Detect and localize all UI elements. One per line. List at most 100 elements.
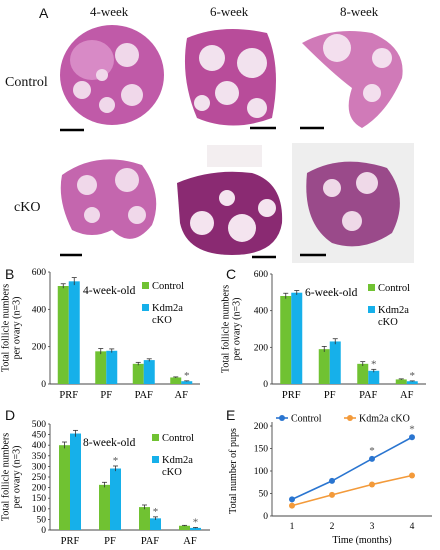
panel-d-label: D	[5, 407, 16, 423]
legend-label-cko-line2: cKO	[152, 315, 172, 326]
y-tick-label: 600	[254, 270, 269, 280]
x-tick-label: AF	[183, 536, 197, 547]
histology-control-8-week	[300, 30, 403, 130]
x-tick-label: PAF	[359, 390, 377, 401]
histology-cko-8-week	[292, 143, 414, 263]
y-tick-label: 300	[32, 462, 47, 472]
legend-label-cko-line2: cKO	[162, 467, 182, 478]
legend-marker-cko	[347, 415, 353, 421]
bar-control	[99, 484, 110, 530]
y-axis-label: Total follicle numbers	[1, 284, 12, 372]
bar-control	[179, 525, 190, 530]
x-tick-label: AF	[400, 390, 414, 401]
histology-control-6-week	[184, 29, 276, 130]
y-tick-label: 200	[32, 484, 47, 494]
bar-control	[357, 363, 369, 384]
series-line-cko	[291, 474, 413, 507]
x-tick-label: PAF	[141, 536, 159, 547]
bar-cko	[329, 341, 341, 384]
y-tick-label: 0	[263, 380, 268, 390]
y-tick-label: 350	[32, 452, 47, 462]
legend-swatch-control	[142, 282, 149, 289]
legend-label-cko: Kdm2a	[378, 305, 409, 316]
y-tick-label: 600	[32, 268, 47, 278]
chart-c: 0 200 400 600 Total follicle numbers per ovar…	[221, 270, 426, 401]
y-tick-label: 50	[259, 490, 269, 500]
row-label-cko: cKO	[14, 200, 41, 215]
chart-title: 8-week-old	[83, 437, 136, 449]
significance-star: *	[371, 358, 377, 370]
y-tick-label: 400	[32, 441, 47, 451]
bar-control	[280, 296, 292, 384]
bar-control	[170, 377, 182, 384]
legend-swatch-cko	[142, 304, 149, 311]
legend-swatch-cko	[152, 456, 159, 463]
x-tick-label: PRF	[59, 390, 78, 401]
data-point-cko	[369, 481, 375, 488]
bar-cko	[181, 381, 193, 384]
histology-cko-4-week	[60, 159, 157, 257]
y-axis-label: per ovary (n=3)	[12, 297, 23, 360]
bar-control	[95, 351, 107, 384]
x-tick-label: PF	[100, 390, 112, 401]
bar-cko	[106, 350, 118, 384]
panel-c-label: C	[226, 266, 237, 282]
y-tick-label: 500	[32, 420, 47, 430]
y-axis-label: Total number of pups	[228, 428, 239, 514]
y-tick-label: 0	[41, 380, 46, 390]
x-tick-label: PRF	[61, 536, 80, 547]
histology-control-4-week	[60, 25, 164, 132]
y-tick-label: 150	[32, 494, 47, 504]
panel-b-label: B	[5, 266, 15, 282]
x-tick-label: 1	[290, 522, 295, 532]
chart-title: 6-week-old	[305, 287, 358, 299]
y-tick-label: 200	[32, 343, 47, 353]
significance-star: *	[153, 506, 159, 518]
data-point-cko	[289, 502, 295, 509]
bar-cko	[291, 292, 303, 384]
bar-control	[57, 286, 69, 384]
y-tick-label: 200	[254, 422, 269, 432]
panel-e-label: E	[226, 407, 236, 423]
chart-e: 0 50 100 150 200 1 2 3 4 Time (months) Total numbe…	[228, 414, 432, 546]
bar-control	[139, 507, 150, 530]
significance-star: *	[184, 370, 190, 382]
legend-label-control: Control	[291, 414, 322, 425]
row-label-control: Control	[5, 75, 48, 90]
bar-control	[395, 379, 407, 384]
legend-label-cko: Kdm2a cKO	[359, 414, 410, 425]
bar-cko	[368, 370, 380, 384]
significance-star: *	[113, 455, 119, 467]
x-tick-label: PAF	[135, 390, 153, 401]
bar-cko	[150, 518, 161, 530]
panel-a-label: A	[39, 5, 49, 21]
legend-label-control: Control	[162, 433, 194, 444]
data-point-control	[329, 477, 335, 484]
data-point-control	[409, 434, 415, 441]
data-point-control	[289, 496, 295, 503]
y-tick-label: 250	[32, 473, 47, 483]
bar-cko	[110, 468, 121, 530]
data-point-cko	[329, 491, 335, 498]
y-tick-label: 100	[32, 505, 47, 515]
bar-cko	[190, 527, 201, 530]
data-point-control	[369, 455, 375, 462]
y-tick-label: 200	[254, 343, 269, 353]
legend-label-cko: Kdm2a	[152, 303, 183, 314]
y-tick-label: 50	[37, 515, 47, 525]
legend-marker-control	[279, 415, 285, 421]
significance-star: *	[409, 423, 415, 435]
y-tick-label: 150	[254, 445, 269, 455]
y-tick-label: 450	[32, 431, 47, 441]
legend-label-cko: Kdm2a	[162, 455, 193, 466]
bar-cko	[143, 360, 155, 384]
x-tick-label: AF	[175, 390, 189, 401]
bar-control	[132, 363, 144, 384]
x-tick-label: 4	[410, 522, 415, 532]
bar-cko	[70, 433, 81, 530]
legend-swatch-cko	[368, 306, 375, 313]
bar-control	[318, 349, 330, 384]
series-line-control	[291, 436, 413, 501]
histology-cko-6-week	[177, 145, 283, 259]
